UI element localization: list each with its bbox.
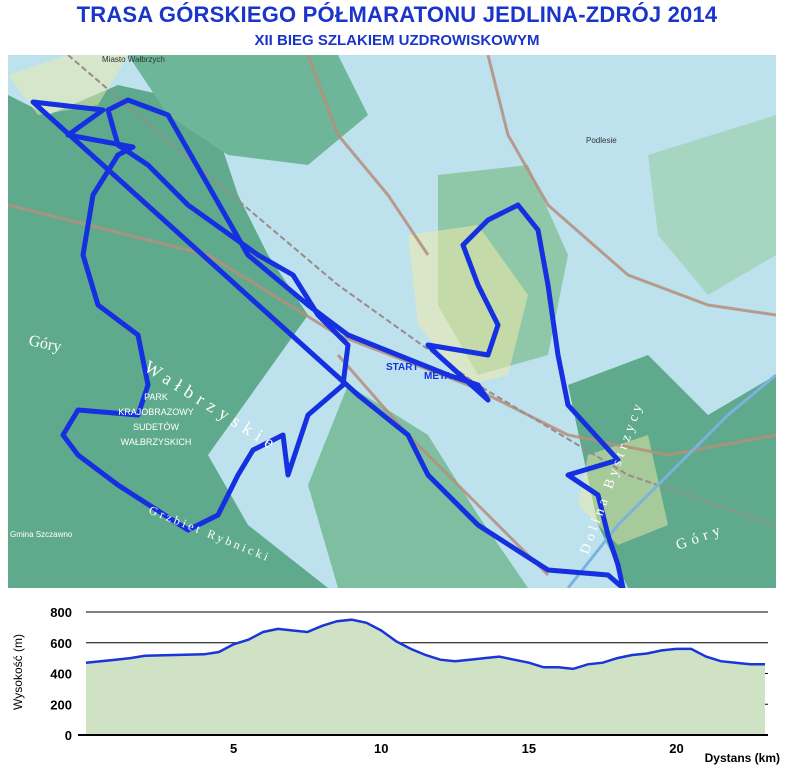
page-title: TRASA GÓRSKIEGO PÓŁMARATONU JEDLINA-ZDRÓ…: [76, 2, 718, 27]
park-label-line3: SUDETÓW: [133, 422, 180, 432]
region-label-gory: Góry: [27, 332, 63, 355]
y-axis-label: Wysokość (m): [11, 634, 25, 710]
start-label: START: [386, 362, 419, 373]
x-tick-label: 15: [522, 741, 536, 756]
road-north: [306, 55, 430, 256]
elevation-line: [85, 618, 765, 671]
park-label-line1: PARK: [144, 392, 168, 402]
race-route[interactable]: [30, 97, 626, 588]
x-axis-label: Dystans (km): [705, 751, 780, 765]
forest-area-north: [128, 55, 368, 165]
elevation-profile-chart: 0 200 400 600 800 5 10 15 20 Wysokość (m) Dysta…: [0, 592, 794, 768]
settlement-south: [578, 435, 668, 545]
road-south: [336, 354, 550, 577]
park-label-line2: KRAJOBRAZOWY: [118, 407, 194, 417]
x-axis-ticks: 5 10 15 20: [230, 741, 684, 756]
finish-label: META: [424, 371, 452, 382]
place-label-walbrzych: Miasto Wałbrzych: [102, 55, 165, 64]
x-tick-label: 5: [230, 741, 237, 756]
route-map[interactable]: Miasto Wałbrzych Podlesie PARK KRAJOBRAZ…: [8, 55, 776, 588]
park-label-line4: WAŁBRZYSKICH: [121, 437, 192, 447]
y-tick-label: 0: [65, 728, 72, 743]
river-bystrzyca: [566, 373, 776, 588]
x-tick-label: 10: [374, 741, 388, 756]
region-label-gmina: Gmina Szczawno: [10, 530, 73, 539]
page-subtitle: XII BIEG SZLAKIEM UZDROWISKOWYM: [254, 32, 540, 49]
forest-area-northeast: [648, 115, 776, 295]
x-tick-label: 20: [669, 741, 683, 756]
elevation-profile-svg: 0 200 400 600 800 5 10 15 20 Wysokość (m) Dysta…: [11, 605, 780, 765]
y-tick-label: 800: [50, 605, 72, 620]
railway-line: [67, 55, 776, 526]
y-tick-label: 600: [50, 636, 72, 651]
forest-area-south: [308, 385, 528, 588]
route-map-canvas: Miasto Wałbrzych Podlesie PARK KRAJOBRAZ…: [8, 55, 776, 588]
y-tick-label: 400: [50, 667, 72, 682]
road-northeast: [486, 55, 776, 317]
y-axis-ticks: 0 200 400 600 800: [50, 605, 72, 743]
settlement-walbrzych: [8, 55, 128, 115]
y-tick-label: 200: [50, 697, 72, 712]
elevation-area: [86, 619, 765, 735]
place-label-podlesie: Podlesie: [586, 136, 617, 145]
